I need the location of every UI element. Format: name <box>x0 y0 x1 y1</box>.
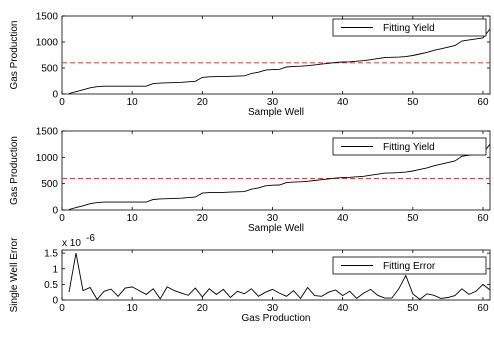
chart-panel-3: 0 10 20 30 40 50 60 0 0.5 1 1.5 x 10 -6 Fitting Error… <box>9 233 491 324</box>
x-tick-label: 60 <box>477 303 489 314</box>
legend-label: Fitting Yield <box>383 23 435 34</box>
series-line <box>68 28 491 94</box>
x-tick-label: 40 <box>337 97 349 108</box>
x-tick-label: 30 <box>267 213 279 224</box>
y-tick-label: 500 <box>41 179 58 190</box>
y-tick-label: 1 <box>52 264 58 275</box>
x-tick-label: 50 <box>407 97 419 108</box>
legend-box <box>332 137 487 156</box>
y-tick-label: 1.5 <box>44 249 58 260</box>
y-tick-label: 0 <box>52 206 58 217</box>
y-exponent-label: x 10 <box>62 238 81 249</box>
x-tick-label: 0 <box>59 303 65 314</box>
y-tick-label: 500 <box>41 64 58 75</box>
x-tick-label: 20 <box>197 303 209 314</box>
chart-panel-1: 0 10 20 30 40 50 60 0 500 1000 1500 Fitting Yield Sa… <box>9 12 491 118</box>
y-tick-label: 0 <box>52 296 58 307</box>
legend-box <box>332 256 487 275</box>
y-tick-label: 1000 <box>36 38 59 49</box>
y-tick-label: 0 <box>52 90 58 101</box>
legend-label: Fitting Error <box>383 261 436 272</box>
y-axis-label: Single Well Error <box>9 237 20 313</box>
x-tick-label: 50 <box>407 213 419 224</box>
x-axis-label: Gas Production <box>242 313 311 324</box>
y-tick-label: 1500 <box>36 12 59 23</box>
y-tick-label: 0.5 <box>44 280 58 291</box>
x-tick-label: 60 <box>477 213 489 224</box>
x-tick-label: 50 <box>407 303 419 314</box>
x-tick-label: 0 <box>59 97 65 108</box>
y-tick-label: 1500 <box>36 127 59 138</box>
x-tick-label: 40 <box>337 213 349 224</box>
x-tick-label: 20 <box>197 213 209 224</box>
x-tick-label: 10 <box>127 213 139 224</box>
x-tick-label: 60 <box>477 97 489 108</box>
x-axis-label: Sample Well <box>248 107 304 118</box>
x-tick-label: 40 <box>337 303 349 314</box>
x-tick-label: 30 <box>267 303 279 314</box>
series-line <box>68 253 491 301</box>
x-tick-label: 30 <box>267 97 279 108</box>
y-exponent-power: -6 <box>86 233 95 244</box>
y-axis-label: Gas Production <box>9 136 20 205</box>
x-tick-label: 20 <box>197 97 209 108</box>
legend-box <box>332 18 487 37</box>
y-tick-label: 1000 <box>36 153 59 164</box>
y-axis-label: Gas Production <box>9 21 20 90</box>
x-tick-label: 10 <box>127 303 139 314</box>
x-tick-label: 0 <box>59 213 65 224</box>
x-tick-label: 10 <box>127 97 139 108</box>
chart-panel-2: 0 10 20 30 40 50 60 0 500 1000 1500 Fitting Yield Sa… <box>9 127 491 234</box>
x-axis-label: Sample Well <box>248 223 304 234</box>
legend-label: Fitting Yield <box>383 142 435 153</box>
series-line <box>68 143 491 210</box>
